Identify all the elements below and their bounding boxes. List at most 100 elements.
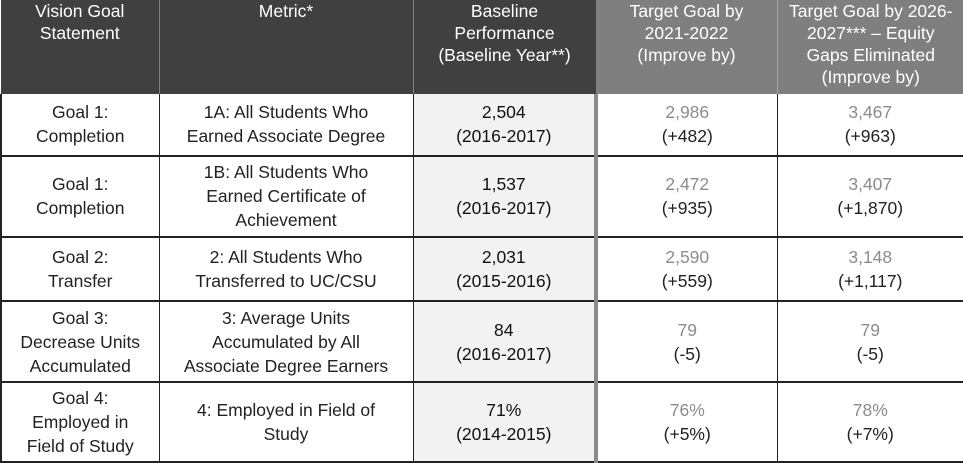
table-row: Goal 1: Completion 1A: All Students Who … (0, 94, 963, 157)
header-line: Metric* (258, 1, 314, 21)
baseline-value: 71% (486, 400, 522, 421)
goal-cell: Goal 3: Decrease Units Accumulated (0, 301, 160, 384)
goal-line: Employed in (32, 412, 129, 433)
baseline-value: 84 (494, 319, 514, 340)
baseline-cell: 84 (2016-2017) (413, 301, 598, 384)
metric-cell: 2: All Students Who Transferred to UC/CS… (159, 236, 414, 303)
metric-line: 2: All Students Who (209, 246, 363, 267)
target-2021-cell: 2,590 (+559) (596, 236, 778, 303)
target-2021-cell: 2,986 (+482) (596, 94, 778, 157)
table-row: Goal 4: Employed in Field of Study 4: Em… (0, 382, 963, 463)
metric-cell: 4: Employed in Field of Study (159, 382, 414, 463)
metric-line: 1B: All Students Who (203, 162, 369, 183)
header-target-2026-2027: Target Goal by 2026- 2027*** – Equity Ga… (777, 0, 963, 94)
target-value: 78% (852, 400, 888, 421)
baseline-year: (2016-2017) (456, 126, 552, 147)
target-value: 3,407 (848, 174, 893, 195)
target-value: 76% (669, 400, 705, 421)
header-line: 2021-2022 (644, 23, 729, 43)
header-row: Vision Goal Statement Metric* Baseline P… (1, 0, 963, 94)
header-line: Gaps Eliminated (806, 45, 935, 65)
metric-line: Transferred to UC/CSU (195, 270, 377, 291)
header-target-2021-2022: Target Goal by 2021-2022 (Improve by) (596, 0, 778, 94)
target-value: 2,472 (665, 174, 710, 195)
goal-line: Field of Study (26, 436, 134, 457)
metric-line: 3: Average Units (221, 307, 351, 328)
target-value: 2,590 (665, 246, 710, 267)
target-2026-cell: 3,407 (+1,870) (777, 155, 963, 238)
target-improve: (+482) (661, 126, 713, 147)
goal-cell: Goal 1: Completion (0, 94, 160, 157)
metric-line: 1A: All Students Who (203, 102, 369, 123)
target-2021-cell: 76% (+5%) (596, 382, 778, 463)
goal-cell: Goal 1: Completion (0, 155, 160, 238)
table-row: Goal 2: Transfer 2: All Students Who Tra… (0, 236, 963, 303)
baseline-value: 2,504 (481, 102, 526, 123)
header-baseline-performance: Baseline Performance (Baseline Year**) (413, 0, 597, 94)
target-2026-cell: 79 (-5) (777, 301, 963, 384)
header-line: Target Goal by 2026- (789, 1, 953, 21)
header-vision-goal-statement: Vision Goal Statement (1, 0, 160, 94)
target-2021-cell: 2,472 (+935) (596, 155, 778, 238)
target-2021-cell: 79 (-5) (596, 301, 778, 384)
header-line: Statement (39, 23, 120, 43)
target-improve: (+7%) (846, 424, 894, 445)
goal-cell: Goal 2: Transfer (0, 236, 160, 303)
metric-line: Associate Degree Earners (183, 355, 389, 376)
metric-line: Earned Certificate of (206, 186, 366, 207)
goal-line: Decrease Units (20, 331, 141, 352)
metric-cell: 3: Average Units Accumulated by All Asso… (159, 301, 414, 384)
target-value: 79 (860, 319, 880, 340)
baseline-cell: 2,504 (2016-2017) (413, 94, 598, 157)
baseline-year: (2014-2015) (456, 424, 552, 445)
target-improve: (+5%) (663, 424, 711, 445)
target-improve: (-5) (856, 343, 884, 364)
metric-line: 4: Employed in Field of (196, 400, 375, 421)
header-line: Vision Goal (35, 1, 125, 21)
header-metric: Metric* (159, 0, 414, 94)
baseline-year: (2016-2017) (456, 198, 552, 219)
target-value: 3,467 (848, 102, 893, 123)
target-2026-cell: 3,148 (+1,117) (777, 236, 963, 303)
header-line: 2027*** – Equity (807, 23, 935, 43)
goal-line: Accumulated (29, 355, 131, 376)
target-2026-cell: 78% (+7%) (777, 382, 963, 463)
header-line: Performance (454, 23, 555, 43)
goal-line: Goal 1: (52, 102, 109, 123)
metric-line: Achievement (235, 210, 337, 231)
metric-line: Study (263, 424, 309, 445)
target-value: 79 (677, 319, 697, 340)
table-row: Goal 1: Completion 1B: All Students Who … (0, 155, 963, 238)
target-value: 2,986 (665, 102, 710, 123)
table-row: Goal 3: Decrease Units Accumulated 3: Av… (0, 301, 963, 384)
goal-line: Goal 1: (52, 174, 109, 195)
target-improve: (+559) (661, 270, 713, 291)
metric-line: Earned Associate Degree (186, 126, 386, 147)
target-improve: (+935) (661, 198, 713, 219)
metric-line: Accumulated by All (212, 331, 360, 352)
goal-cell: Goal 4: Employed in Field of Study (0, 382, 160, 463)
target-value: 3,148 (848, 246, 893, 267)
target-improve: (+1,870) (837, 198, 904, 219)
header-line: (Improve by) (821, 67, 920, 87)
target-improve: (+1,117) (838, 270, 903, 291)
metric-cell: 1A: All Students Who Earned Associate De… (159, 94, 414, 157)
baseline-year: (2016-2017) (456, 343, 552, 364)
goal-line: Completion (35, 126, 125, 147)
target-2026-cell: 3,467 (+963) (777, 94, 963, 157)
baseline-cell: 1,537 (2016-2017) (413, 155, 598, 238)
metric-cell: 1B: All Students Who Earned Certificate … (159, 155, 414, 238)
target-improve: (+963) (844, 126, 896, 147)
header-line: Target Goal by (629, 1, 744, 21)
goal-line: Goal 2: (52, 246, 109, 267)
goal-line: Goal 4: (52, 388, 109, 409)
baseline-value: 2,031 (481, 246, 526, 267)
target-improve: (-5) (673, 343, 701, 364)
baseline-cell: 2,031 (2015-2016) (413, 236, 598, 303)
baseline-cell: 71% (2014-2015) (413, 382, 598, 463)
header-line: (Improve by) (637, 45, 736, 65)
header-line: Baseline (470, 1, 539, 21)
header-line: (Baseline Year**) (438, 45, 571, 65)
goal-line: Goal 3: (52, 307, 109, 328)
